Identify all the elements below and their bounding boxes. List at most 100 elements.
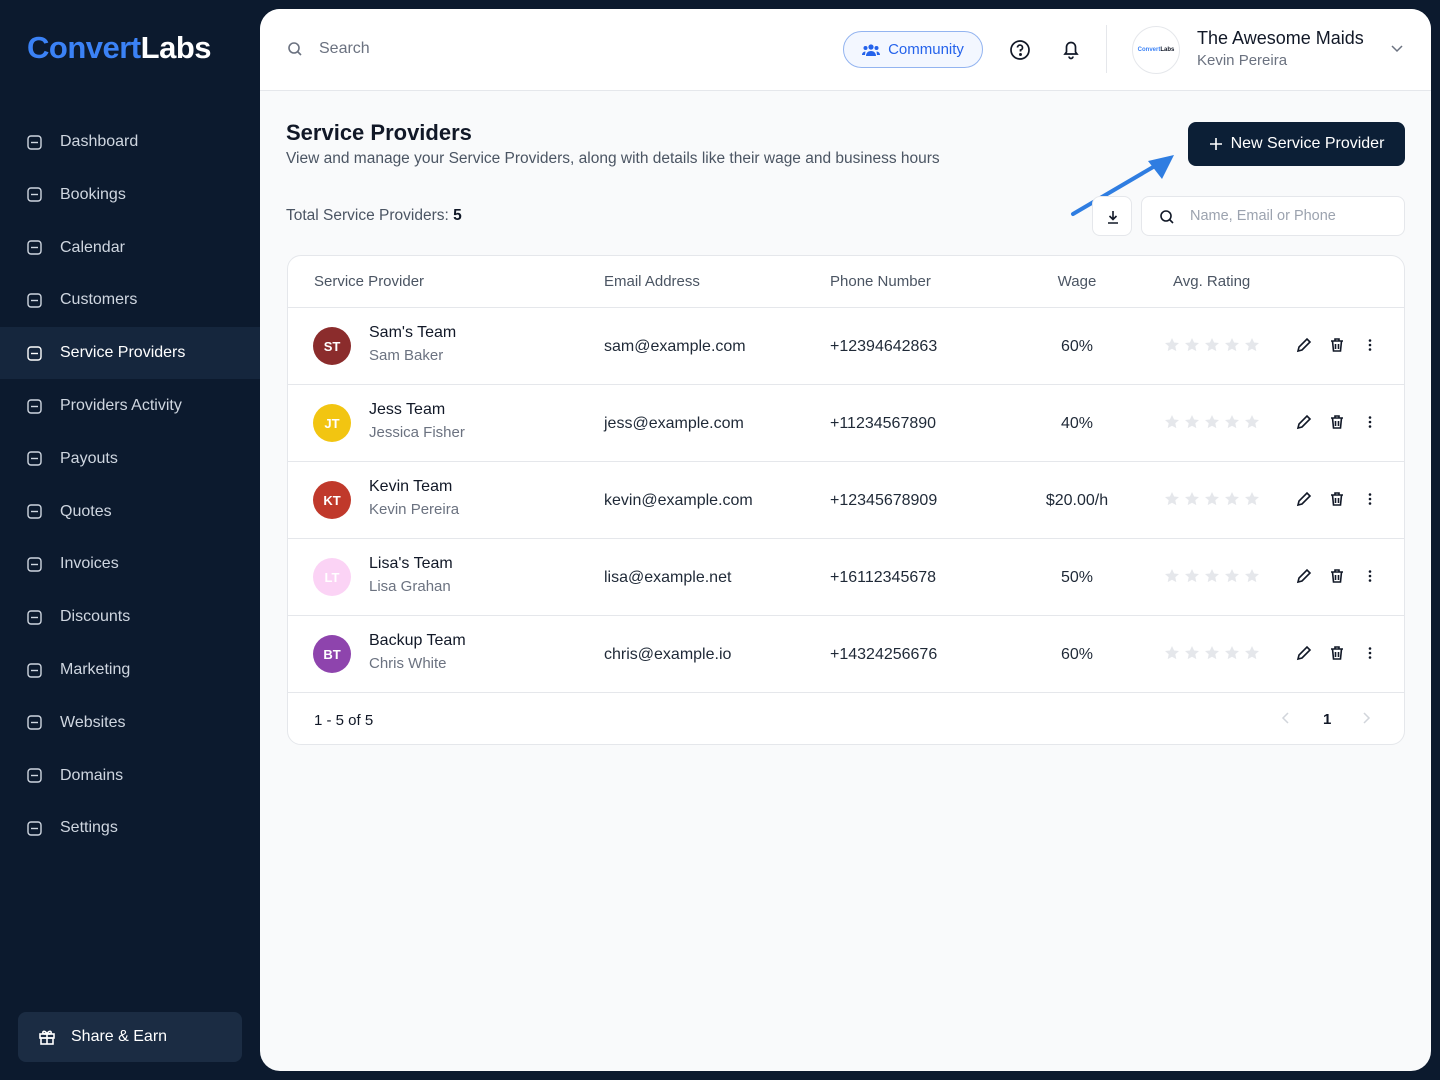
- providers-table: 1 - 5 of 5 1 Service Provider Email Addre…: [287, 255, 1405, 745]
- wage: 50%: [1060, 569, 1094, 586]
- logo-part: Convert: [1137, 47, 1161, 53]
- column-header: Phone Number: [830, 273, 931, 290]
- sidebar: ConvertLabs Dashboard Bookings Calendar Cus…: [0, 0, 260, 1080]
- nav-item[interactable]: Marketing: [0, 644, 260, 696]
- email: sam@example.com: [604, 338, 746, 355]
- table-row: KT Kevin Team Kevin Pereira kevin@example.c…: [288, 461, 1404, 538]
- nav-label: Calendar: [60, 238, 125, 256]
- download-button[interactable]: [1092, 196, 1132, 236]
- divider: [1106, 25, 1107, 73]
- new-provider-label: New Service Provider: [1230, 135, 1385, 152]
- row-actions[interactable]: [1296, 337, 1378, 353]
- rating-stars: [1164, 337, 1260, 353]
- annotation-arrow: [1071, 155, 1174, 216]
- team-name[interactable]: Lisa's Team: [369, 555, 453, 572]
- nav-label: Invoices: [60, 555, 119, 573]
- rating-stars: [1164, 568, 1260, 584]
- phone: +12345678909: [830, 492, 938, 509]
- nav-item[interactable]: Customers: [0, 274, 260, 326]
- logo-part: Labs: [1160, 47, 1175, 53]
- community-label: Community: [888, 41, 964, 58]
- email: chris@example.io: [604, 646, 732, 663]
- total-value: 5: [453, 207, 462, 224]
- prev-page[interactable]: [1281, 712, 1291, 724]
- search-input[interactable]: Search: [319, 40, 370, 57]
- main: Search Community Convert Labs The Awesome…: [260, 9, 1431, 1071]
- pagination-range: 1 - 5 of 5: [314, 712, 374, 729]
- nav-label: Customers: [60, 291, 138, 309]
- footer-divider: [288, 692, 1404, 693]
- avatar: JT: [313, 404, 351, 442]
- community-button[interactable]: Community: [843, 31, 983, 68]
- column-header: Email Address: [604, 273, 700, 290]
- avatar: BT: [313, 635, 351, 673]
- row-actions[interactable]: [1296, 414, 1378, 430]
- row-actions[interactable]: [1296, 568, 1378, 584]
- filter-placeholder: Name, Email or Phone: [1190, 208, 1336, 224]
- phone: +11234567890: [830, 415, 937, 432]
- page-title: Service Providers: [286, 120, 472, 145]
- avatar: ST: [313, 327, 351, 365]
- wage: 60%: [1060, 646, 1094, 663]
- account-name[interactable]: The Awesome Maids: [1197, 28, 1364, 48]
- nav-item[interactable]: Websites: [0, 697, 260, 749]
- account-menu[interactable]: [1390, 44, 1404, 54]
- nav-item[interactable]: Payouts: [0, 433, 260, 485]
- nav-item[interactable]: Service Providers: [0, 327, 260, 380]
- nav-item[interactable]: Settings: [0, 802, 260, 854]
- nav-label: Domains: [60, 766, 124, 784]
- email: jess@example.com: [604, 415, 744, 432]
- page-subtitle: View and manage your Service Providers, …: [286, 150, 940, 167]
- header: Search Community Convert Labs The Awesome…: [260, 9, 1431, 91]
- team-name[interactable]: Sam's Team: [369, 324, 457, 341]
- nav-item[interactable]: Calendar: [0, 222, 260, 274]
- nav-item[interactable]: Domains: [0, 750, 260, 802]
- team-name[interactable]: Kevin Team: [369, 478, 453, 495]
- nav-label: Providers Activity: [60, 397, 182, 414]
- phone: +14324256676: [830, 646, 938, 663]
- nav-label: Discounts: [60, 608, 131, 626]
- total: Total Service Providers: 5: [286, 207, 462, 225]
- nav-label: Dashboard: [60, 133, 139, 150]
- page-number[interactable]: 1: [1323, 711, 1332, 728]
- notifications-icon[interactable]: [1060, 38, 1082, 60]
- row-actions[interactable]: [1296, 491, 1378, 507]
- email: lisa@example.net: [604, 569, 732, 586]
- rating-stars: [1164, 645, 1260, 661]
- email: kevin@example.com: [604, 492, 753, 509]
- brand[interactable]: ConvertLabs: [27, 30, 212, 66]
- nav-item[interactable]: Quotes: [0, 486, 260, 538]
- phone: +16112345678: [830, 569, 937, 586]
- share-button[interactable]: Share & Earn: [18, 1012, 242, 1062]
- table-row: ST Sam's Team Sam Baker sam@example.com +123…: [288, 307, 1404, 384]
- next-page[interactable]: [1361, 712, 1371, 724]
- nav-label: Settings: [60, 819, 118, 837]
- filter-input[interactable]: Name, Email or Phone: [1141, 196, 1405, 236]
- account-logo: Convert Labs: [1132, 26, 1180, 74]
- column-header: Wage: [1057, 273, 1097, 290]
- avatar: LT: [313, 558, 351, 596]
- wage: 40%: [1060, 415, 1094, 432]
- row-actions[interactable]: [1296, 645, 1378, 661]
- team-name[interactable]: Backup Team: [369, 632, 466, 649]
- nav-item[interactable]: Providers Activity: [0, 380, 260, 432]
- column-header: Service Provider: [314, 273, 425, 290]
- new-provider-button[interactable]: New Service Provider: [1188, 122, 1405, 166]
- phone: +12394642863: [830, 338, 938, 355]
- table-row: BT Backup Team Chris White chris@example.io…: [288, 615, 1404, 692]
- nav-label: Bookings: [60, 185, 126, 203]
- provider-name: Sam Baker: [369, 347, 444, 364]
- nav-item[interactable]: Discounts: [0, 591, 260, 643]
- team-name[interactable]: Jess Team: [369, 401, 446, 418]
- nav-item[interactable]: Invoices: [0, 538, 260, 590]
- help-icon[interactable]: [1009, 39, 1031, 61]
- search-icon: [288, 42, 302, 56]
- nav-item[interactable]: Dashboard: [0, 116, 260, 168]
- nav-label: Websites: [60, 713, 126, 731]
- table-row: LT Lisa's Team Lisa Grahan lisa@example.net…: [288, 538, 1404, 615]
- nav-label: Marketing: [60, 661, 131, 678]
- provider-name: Chris White: [369, 655, 447, 672]
- nav-item[interactable]: Bookings: [0, 169, 260, 221]
- nav-label: Quotes: [60, 502, 112, 520]
